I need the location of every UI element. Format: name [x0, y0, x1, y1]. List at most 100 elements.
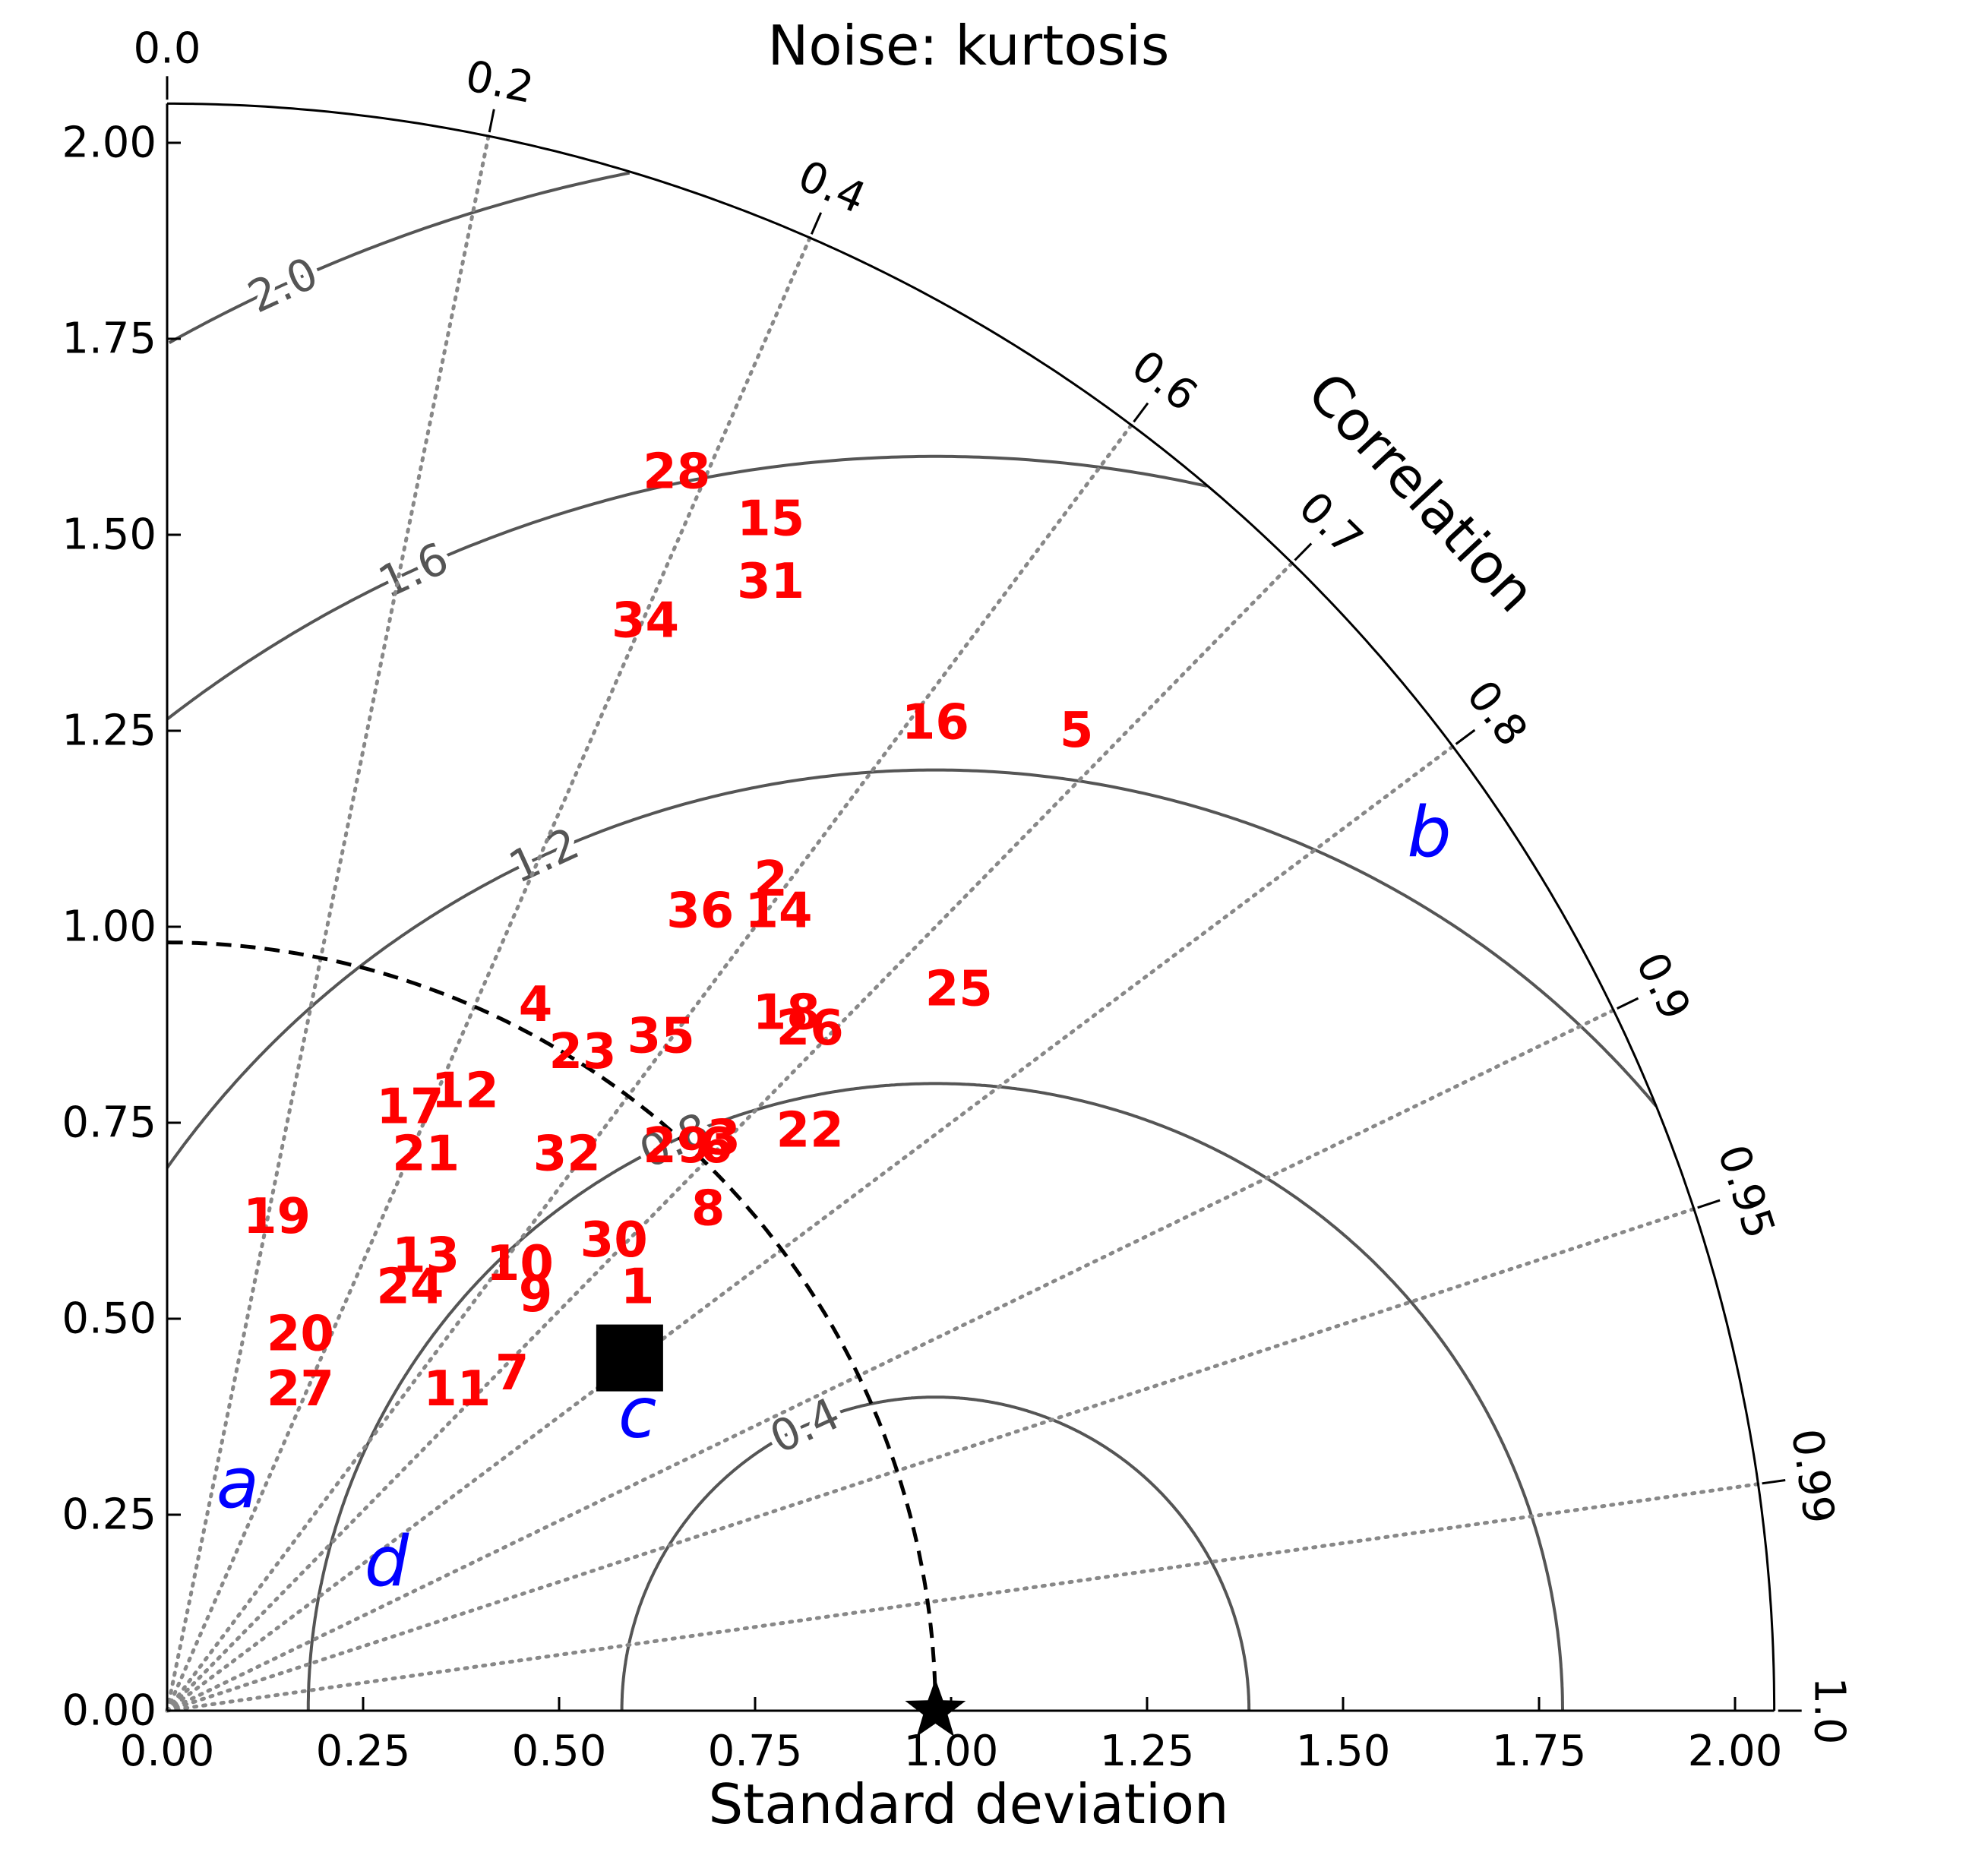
- model-point-label: 19: [243, 1189, 311, 1245]
- correlation-tick-label: 1.0: [1804, 1677, 1854, 1744]
- correlation-line: [165, 134, 491, 1713]
- y-tick-label: 0.50: [62, 1294, 156, 1344]
- correlation-tick-label: 0.8: [1457, 672, 1537, 755]
- mean-square-marker: [596, 1324, 663, 1392]
- annotation-letter: b: [1407, 792, 1451, 874]
- model-point-label: 5: [1060, 703, 1094, 759]
- model-point-label: 18: [753, 985, 820, 1041]
- y-tick-label: 1.00: [62, 902, 156, 952]
- correlation-tick: [488, 109, 495, 133]
- y-tick-label: 0.25: [62, 1490, 156, 1540]
- correlation-line: [165, 561, 1294, 1713]
- model-point-label: 29: [643, 1118, 710, 1174]
- y-tick-label: 2.00: [62, 119, 156, 168]
- model-point-label: 1: [621, 1259, 655, 1316]
- model-point-label: 31: [737, 554, 804, 610]
- x-tick-label: 1.75: [1492, 1727, 1587, 1776]
- correlation-tick: [1133, 402, 1149, 423]
- model-point-label: 2: [754, 852, 788, 908]
- correlation-tick-label: 0.2: [461, 52, 537, 113]
- correlation-line: [165, 744, 1455, 1713]
- rms-contour: [620, 1395, 1251, 1711]
- model-point-label: 14: [744, 883, 812, 939]
- correlation-tick-label: 0.95: [1708, 1139, 1784, 1244]
- correlation-lines: 0.00.20.40.60.70.80.90.950.991.0: [133, 24, 1854, 1745]
- annotation-letter: c: [618, 1372, 657, 1453]
- correlation-tick-label: 0.99: [1781, 1426, 1844, 1527]
- rms-contour-label: 2.0: [240, 247, 325, 323]
- y-tick-label: 0.75: [62, 1098, 156, 1148]
- model-point-label: 24: [376, 1259, 444, 1316]
- model-point-label: 28: [643, 444, 710, 500]
- rms-contour: [166, 454, 1208, 720]
- correlation-tick: [1762, 1479, 1786, 1485]
- rms-contour: [306, 1082, 1564, 1711]
- model-point-label: 27: [267, 1361, 334, 1417]
- correlation-line: [165, 423, 1133, 1713]
- annotation-letter: d: [365, 1521, 409, 1602]
- x-axis-label: Standard deviation: [708, 1772, 1228, 1836]
- rms-contour-label: 1.2: [501, 817, 586, 893]
- model-point-label: 6: [699, 1118, 733, 1174]
- correlation-tick-label: 0.9: [1626, 945, 1699, 1027]
- model-point-label: 3: [706, 1111, 741, 1167]
- model-point-label: 34: [612, 593, 679, 649]
- annotation-labels: a b c d: [216, 792, 1452, 1603]
- model-point-label: 4: [519, 977, 553, 1033]
- model-point-label: 11: [423, 1361, 491, 1417]
- correlation-tick-label: 0.6: [1123, 341, 1206, 421]
- model-point-label: 26: [776, 1000, 844, 1057]
- correlation-line: [165, 235, 812, 1713]
- model-point-label: 35: [627, 1009, 695, 1065]
- axes: 0.000.00 0.25 0.25 0.50 0.50 0.75 0.75 1.00 1.00…: [62, 102, 1783, 1776]
- correlation-tick: [1697, 1199, 1721, 1209]
- x-tick-label: 0.50: [512, 1727, 607, 1776]
- outer-arc: [167, 102, 1776, 1711]
- correlation-tick: [810, 212, 823, 235]
- x-tick-label: 0.75: [708, 1727, 803, 1776]
- x-tick-label: 1.50: [1296, 1727, 1391, 1776]
- y-tick-label: 1.50: [62, 510, 156, 560]
- x-tick-label: 0.25: [316, 1727, 411, 1776]
- rms-contour: [168, 171, 631, 344]
- model-point-label: 21: [392, 1126, 460, 1182]
- rms-contour: [166, 768, 1658, 1169]
- model-point-label: 8: [691, 1181, 725, 1237]
- model-point-label: 12: [431, 1063, 499, 1120]
- correlation-tick-label: 0.0: [133, 24, 201, 74]
- annotation-letter: a: [216, 1443, 259, 1524]
- model-point-label: 17: [376, 1079, 444, 1135]
- model-point-label: 13: [392, 1228, 460, 1284]
- correlation-line: [165, 1482, 1760, 1713]
- model-point-label: 7: [495, 1345, 529, 1402]
- correlation-tick: [1455, 728, 1476, 745]
- model-point-label: 25: [925, 962, 993, 1018]
- y-tick-label: 1.75: [62, 314, 156, 364]
- model-point-label: 10: [486, 1236, 554, 1292]
- rms-contour-label: 1.6: [371, 532, 456, 608]
- model-point-label: 22: [776, 1102, 844, 1158]
- rms-contour-label: 0.4: [763, 1387, 848, 1463]
- rms-contours: 0.4 0.8 1.2 1.6 2.0: [166, 171, 1658, 1711]
- reference-star-marker: [905, 1679, 966, 1737]
- model-point-label: 23: [548, 1024, 616, 1080]
- correlation-line: [165, 1206, 1696, 1713]
- chart-title: Noise: kurtosis: [768, 14, 1170, 77]
- model-point-label: 16: [902, 695, 969, 751]
- x-tick-label: 2.00: [1688, 1727, 1783, 1776]
- correlation-tick-label: 0.4: [791, 151, 873, 223]
- model-point-label: 30: [580, 1212, 648, 1269]
- reference-std-arc: [166, 940, 966, 1737]
- model-point-label: 32: [533, 1126, 601, 1182]
- y-tick-label: 1.25: [62, 706, 156, 756]
- x-tick-label: 1.00: [904, 1727, 999, 1776]
- correlation-tick: [1294, 542, 1313, 561]
- model-point-label: 36: [666, 883, 734, 939]
- model-point-label: 9: [519, 1267, 553, 1323]
- model-point-label: 20: [267, 1307, 334, 1363]
- mean-marker: [596, 1324, 663, 1392]
- correlation-line: [165, 1008, 1616, 1713]
- y-tick-label: 0.00: [62, 1686, 156, 1736]
